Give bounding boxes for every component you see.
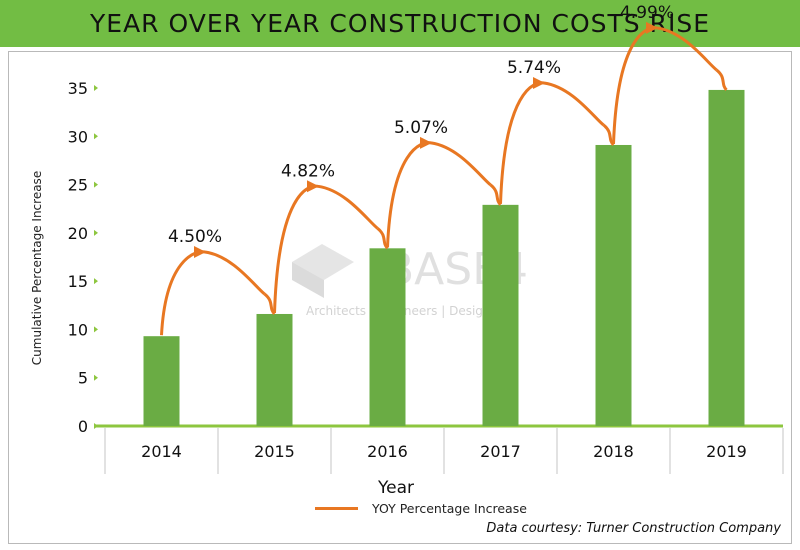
legend: YOY Percentage Increase bbox=[315, 499, 527, 517]
yoy-arrow-tail bbox=[602, 123, 615, 147]
y-tick-mark bbox=[94, 374, 98, 381]
legend-label: YOY Percentage Increase bbox=[372, 500, 527, 516]
watermark-cube-icon-side bbox=[292, 262, 324, 298]
y-tick-mark bbox=[94, 85, 98, 91]
y-tick-label: 0 bbox=[78, 417, 88, 436]
y-tick-label: 5 bbox=[78, 369, 88, 388]
x-tick-label: 2016 bbox=[367, 442, 408, 461]
yoy-arrowhead bbox=[194, 245, 206, 258]
yoy-arrow-curve bbox=[499, 81, 605, 204]
y-tick-label: 15 bbox=[68, 272, 88, 291]
yoy-arrowhead bbox=[646, 21, 658, 34]
y-tick-mark bbox=[94, 229, 98, 236]
yoy-label: 4.99% bbox=[620, 3, 674, 23]
bar-2015 bbox=[256, 313, 293, 426]
yoy-arrowhead bbox=[533, 76, 545, 89]
yoy-arrows bbox=[160, 21, 728, 336]
y-tick-mark bbox=[94, 278, 98, 285]
x-tick-label: 2015 bbox=[254, 442, 295, 461]
labels: 2014 2015 2016 2017 2018 2019 4.50% 4.82% 5.07% 5… bbox=[141, 3, 747, 461]
x-tick-label: 2014 bbox=[141, 442, 182, 461]
y-tick-mark bbox=[94, 181, 98, 188]
yoy-label: 5.74% bbox=[507, 58, 561, 78]
bar-2017 bbox=[482, 204, 519, 426]
bar-2016 bbox=[369, 248, 406, 426]
bars bbox=[143, 89, 745, 426]
yoy-arrow-curve bbox=[612, 26, 718, 145]
x-tick-label: 2018 bbox=[593, 442, 634, 461]
x-axis-title: Year bbox=[378, 478, 414, 498]
chart-frame bbox=[8, 51, 792, 544]
chart-title: YEAR OVER YEAR CONSTRUCTION COSTS RISE bbox=[90, 9, 710, 38]
watermark-tagline: Architects | Engineers | Designers bbox=[306, 304, 509, 318]
data-credit: Data courtesy: Turner Construction Compa… bbox=[486, 521, 781, 536]
watermark-cube-icon bbox=[292, 244, 354, 280]
yoy-arrow-tail bbox=[715, 68, 728, 91]
x-tick-label: 2017 bbox=[480, 442, 521, 461]
yoy-arrow-tail bbox=[263, 292, 276, 316]
y-tick-mark bbox=[94, 133, 98, 140]
y-tick-label: 25 bbox=[68, 176, 88, 195]
axes: 0 5 10 15 20 25 30 35 bbox=[68, 79, 784, 474]
y-tick-label: 30 bbox=[68, 127, 88, 146]
yoy-arrow-curve bbox=[160, 250, 266, 336]
yoy-arrow-tail bbox=[489, 183, 502, 206]
yoy-label: 5.07% bbox=[394, 118, 448, 138]
bar-2014 bbox=[143, 336, 180, 426]
y-tick-label: 20 bbox=[68, 224, 88, 243]
y-tick-label: 10 bbox=[68, 320, 88, 339]
y-tick-mark bbox=[94, 326, 98, 333]
yoy-arrowhead bbox=[307, 180, 319, 193]
x-tick-label: 2019 bbox=[706, 442, 747, 461]
y-tick-label: 35 bbox=[68, 79, 88, 98]
bar-2018 bbox=[595, 144, 632, 426]
legend-line-swatch bbox=[315, 506, 358, 510]
title-banner: YEAR OVER YEAR CONSTRUCTION COSTS RISE bbox=[0, 0, 800, 47]
yoy-label: 4.82% bbox=[281, 161, 335, 181]
yoy-arrow-curve bbox=[386, 141, 492, 248]
yoy-arrowhead bbox=[420, 136, 432, 149]
bar-2019 bbox=[708, 89, 745, 426]
yoy-label: 4.50% bbox=[168, 227, 222, 247]
yoy-arrow-tail bbox=[376, 227, 389, 250]
